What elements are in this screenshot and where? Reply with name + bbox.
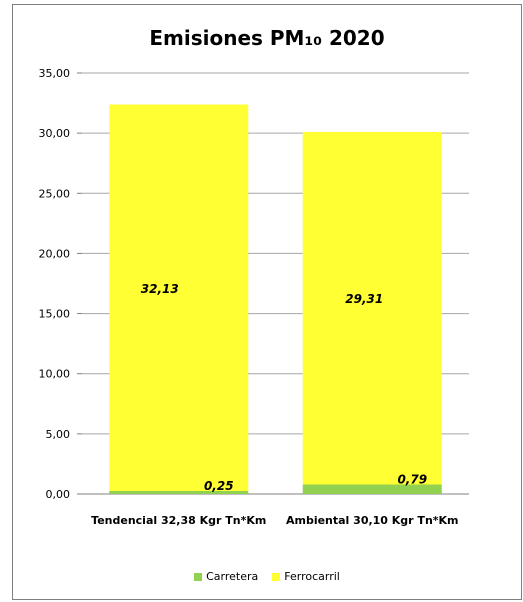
legend-swatch-carretera <box>194 572 203 581</box>
chart-legend: Carretera Ferrocarril <box>12 570 522 583</box>
y-tick-label: 30,00 <box>39 127 71 140</box>
bar-carretera-1 <box>302 484 442 494</box>
data-label-carretera: 0,25 <box>204 479 234 493</box>
y-tick-label: 0,00 <box>46 488 71 501</box>
y-tick-label: 25,00 <box>39 187 71 200</box>
bar-ferrocarril-0 <box>109 104 249 491</box>
x-category-label: Ambiental 30,10 Kgr Tn*Km <box>286 514 459 527</box>
legend-item-carretera: Carretera <box>194 570 258 583</box>
bar-ferrocarril-1 <box>302 131 442 485</box>
y-tick-label: 15,00 <box>39 308 71 321</box>
legend-item-ferrocarril: Ferrocarril <box>272 570 340 583</box>
bar-carretera-0 <box>109 490 249 494</box>
x-category-label: Tendencial 32,38 Kgr Tn*Km <box>91 514 266 527</box>
chart-title: Emisiones PM₁₀ 2020 <box>149 26 385 50</box>
legend-label-carretera: Carretera <box>206 570 259 583</box>
data-label-carretera: 0,79 <box>397 472 427 486</box>
data-label-ferrocarril: 32,13 <box>141 282 179 296</box>
y-tick-label: 5,00 <box>46 428 71 441</box>
y-tick-label: 10,00 <box>39 368 71 381</box>
legend-swatch-ferrocarril <box>272 572 281 581</box>
data-label-ferrocarril: 29,31 <box>345 292 383 306</box>
y-tick-label: 20,00 <box>39 247 71 260</box>
y-tick-label: 35,00 <box>39 67 71 80</box>
legend-label-ferrocarril: Ferrocarril <box>284 570 340 583</box>
